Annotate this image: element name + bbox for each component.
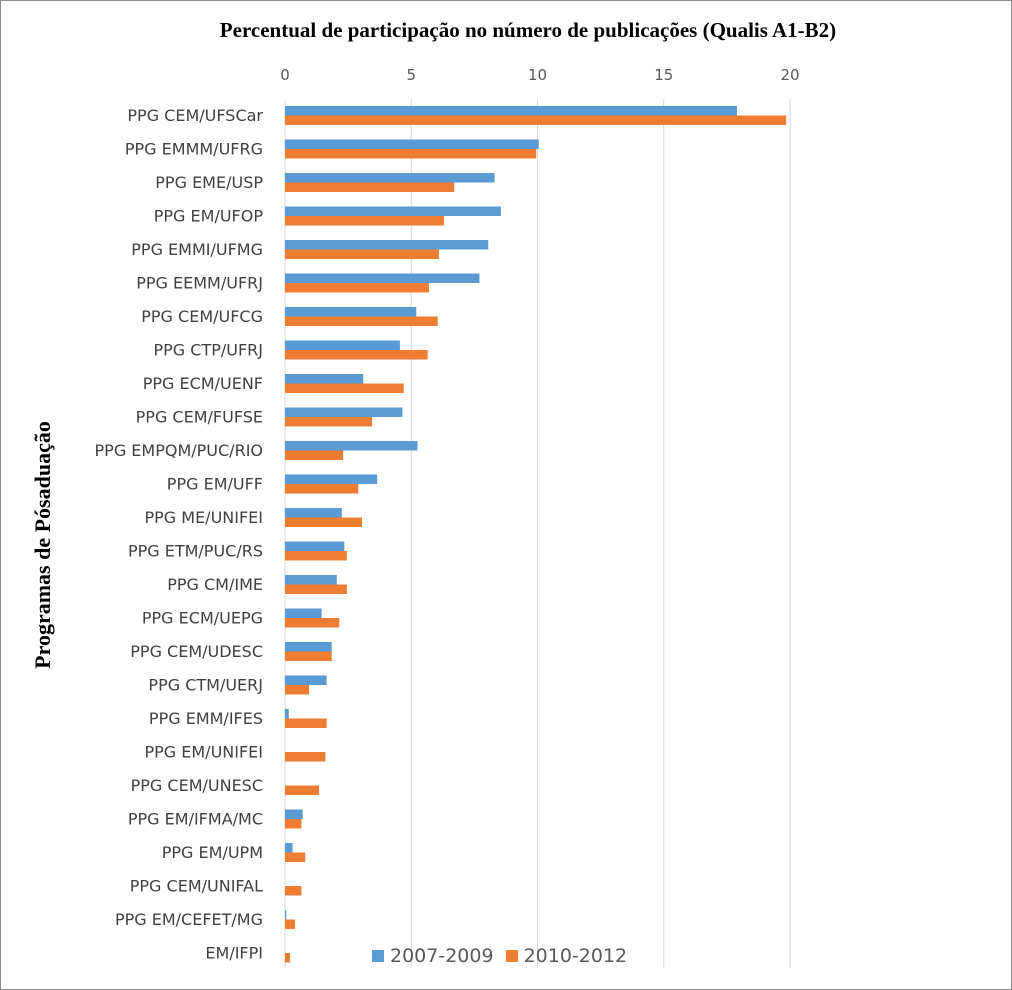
category-label-14: PPG CM/IME [167,575,263,594]
bar-6-series-2 [285,316,438,326]
bar-11-series-1 [285,474,378,484]
category-label-13: PPG ETM/PUC/RS [128,542,263,561]
category-label-15: PPG ECM/UEPG [142,609,263,628]
bar-7-series-1 [285,340,400,350]
bar-24-series-1 [285,910,287,920]
x-tick-label-1: 5 [406,66,416,84]
category-label-9: PPG CEM/FUFSE [136,408,263,427]
category-label-11: PPG EM/UFF [167,475,263,494]
category-label-24: PPG EM/CEFET/MG [115,910,263,929]
category-label-0: PPG CEM/UFSCar [127,106,263,125]
bar-8-series-1 [285,374,364,384]
bar-18-series-2 [285,718,327,728]
bar-4-series-1 [285,240,489,250]
bar-25-series-2 [285,953,291,963]
bar-19-series-2 [285,752,326,762]
category-label-6: PPG CEM/UFCG [141,307,263,326]
category-label-1: PPG EMMM/UFRG [125,140,263,159]
bar-21-series-2 [285,819,302,829]
bar-13-series-2 [285,551,347,561]
bar-10-series-2 [285,450,344,460]
bar-7-series-2 [285,350,428,360]
category-label-16: PPG CEM/UDESC [130,642,263,661]
category-label-2: PPG EME/USP [155,173,263,192]
bar-16-series-2 [285,651,332,661]
bar-13-series-1 [285,541,345,551]
category-label-25: EM/IFPI [205,944,263,963]
bar-15-series-2 [285,618,340,628]
category-label-8: PPG ECM/UENF [143,374,263,393]
bar-9-series-1 [285,407,403,417]
x-tick-label-2: 10 [528,66,547,84]
bar-6-series-1 [285,307,417,317]
category-label-23: PPG CEM/UNIFAL [130,877,263,896]
bar-1-series-1 [285,139,539,149]
bar-24-series-2 [285,919,296,929]
x-tick-label-0: 0 [280,66,290,84]
category-label-5: PPG EEMM/UFRJ [136,274,263,293]
bar-0-series-1 [285,106,737,116]
bar-8-series-2 [285,383,404,393]
category-label-22: PPG EM/UPM [162,843,263,862]
bar-1-series-2 [285,149,537,159]
bar-14-series-2 [285,584,347,594]
category-label-19: PPG EM/UNIFEI [144,743,263,762]
legend-label-series-1: 2007-2009 [390,945,494,967]
bar-9-series-2 [285,417,373,427]
chart-title: Percentual de participação no número de … [219,18,837,42]
category-label-12: PPG ME/UNIFEI [144,508,263,527]
bar-3-series-2 [285,216,445,226]
bar-2-series-2 [285,182,455,192]
bar-22-series-2 [285,852,306,862]
legend-swatch-series-2 [505,950,518,962]
category-label-4: PPG EMMI/UFMG [131,240,263,259]
bar-11-series-2 [285,484,359,494]
legend: 2007-2009 2010-2012 [372,945,639,967]
category-label-18: PPG EMM/IFES [149,709,263,728]
bar-12-series-2 [285,517,363,527]
bar-12-series-1 [285,508,342,518]
bar-17-series-1 [285,675,327,685]
bar-21-series-1 [285,809,303,819]
bar-16-series-1 [285,642,332,652]
bar-17-series-2 [285,685,309,695]
bar-4-series-2 [285,249,440,259]
bar-5-series-1 [285,273,480,283]
x-tick-label-4: 20 [780,66,799,84]
bar-14-series-1 [285,575,337,585]
legend-label-series-2: 2010-2012 [523,945,628,967]
category-label-7: PPG CTP/UFRJ [153,341,263,360]
bar-5-series-2 [285,283,429,293]
bar-10-series-1 [285,441,418,451]
bar-3-series-1 [285,206,501,216]
bar-18-series-1 [285,709,289,719]
bar-20-series-2 [285,785,320,795]
legend-item-series-1: 2007-2009 [372,945,494,967]
bar-22-series-1 [285,843,293,853]
x-tick-label-3: 15 [654,66,673,84]
bar-15-series-1 [285,608,322,618]
category-label-3: PPG EM/UFOP [154,207,264,226]
legend-swatch-series-1 [372,950,384,962]
bar-23-series-2 [285,886,302,896]
legend-item-series-2: 2010-2012 [505,945,628,967]
category-label-20: PPG CEM/UNESC [131,776,263,795]
category-label-21: PPG EM/IFMA/MC [128,810,263,829]
category-label-10: PPG EMPQM/PUC/RIO [95,441,263,460]
bar-0-series-2 [285,115,787,125]
category-label-17: PPG CTM/UERJ [148,676,263,695]
bar-2-series-1 [285,173,495,183]
